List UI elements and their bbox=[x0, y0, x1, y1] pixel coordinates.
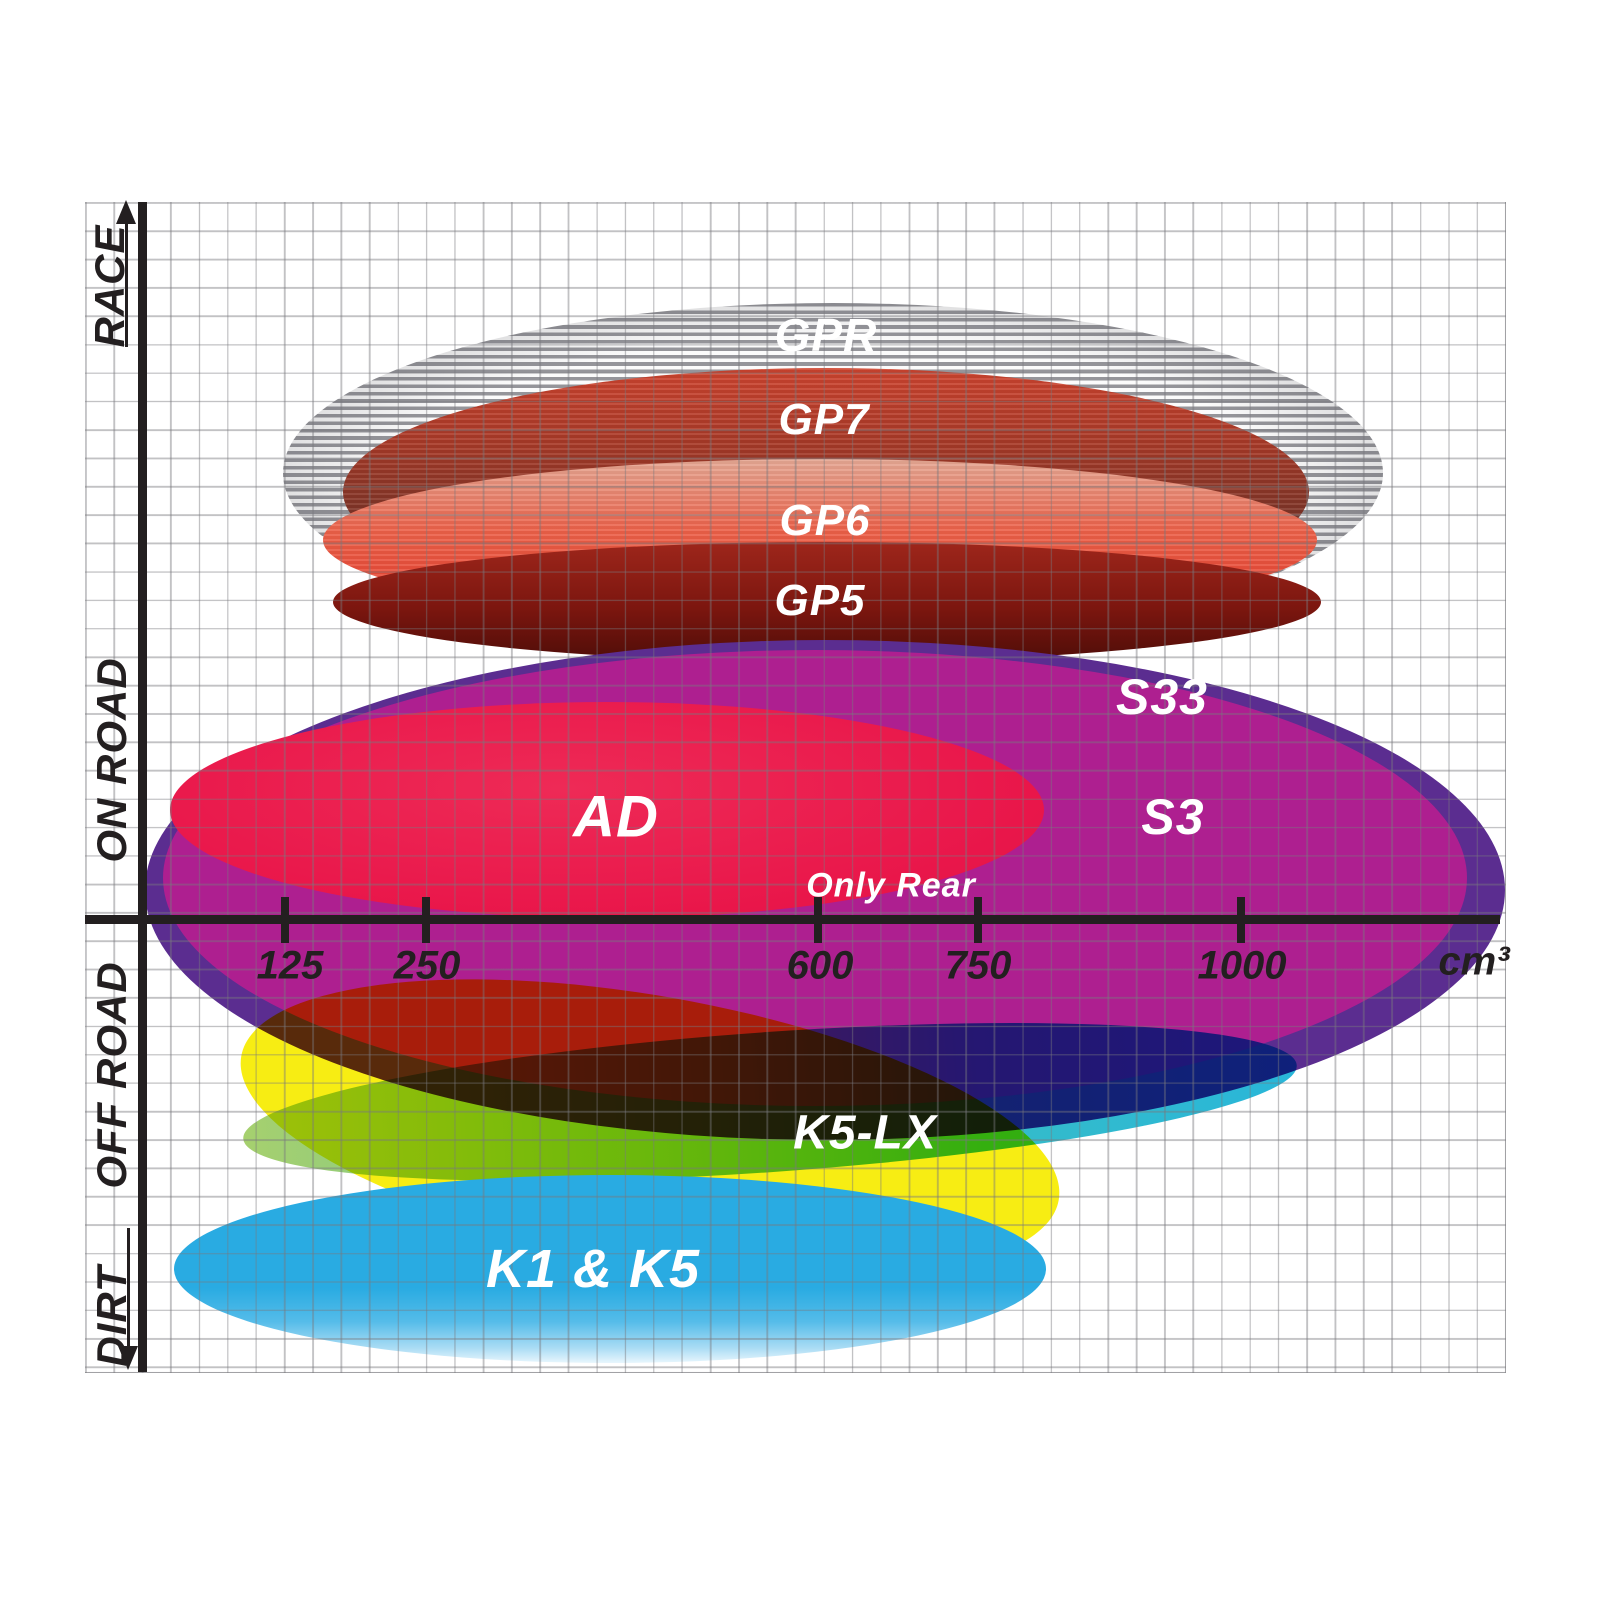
x-tick-label-250: 250 bbox=[393, 943, 461, 988]
label-ad: AD bbox=[573, 784, 659, 850]
race-arrow-line bbox=[125, 222, 128, 347]
label-gp7: GP7 bbox=[778, 395, 870, 444]
arrow-down-icon bbox=[118, 1346, 138, 1370]
ellipse-k1k5 bbox=[174, 1175, 1046, 1363]
x-axis-line bbox=[85, 915, 1500, 924]
x-tick-label-1000: 1000 bbox=[1197, 943, 1287, 988]
x-tick-1000 bbox=[1237, 897, 1245, 943]
label-k1k5: K1 & K5 bbox=[485, 1239, 701, 1299]
x-tick-125 bbox=[281, 897, 289, 943]
arrow-up-icon bbox=[116, 200, 136, 224]
y-band-label-on-road: ON ROAD bbox=[88, 657, 135, 863]
y-band-label-off-road: OFF ROAD bbox=[88, 961, 135, 1189]
x-tick-label-600: 600 bbox=[786, 943, 854, 988]
label-gp6: GP6 bbox=[779, 496, 871, 545]
label-s3: S3 bbox=[1141, 789, 1205, 845]
dirt-arrow-line bbox=[127, 1228, 130, 1348]
x-tick-750 bbox=[974, 897, 982, 943]
label-s33: S33 bbox=[1116, 669, 1208, 725]
label-only-rear: Only Rear bbox=[806, 866, 976, 905]
y-band-label-dirt: DIRT bbox=[88, 1265, 135, 1367]
ellipse-ad bbox=[170, 702, 1044, 918]
label-gp5: GP5 bbox=[774, 576, 866, 625]
x-axis-unit-label: cm³ bbox=[1438, 939, 1510, 984]
x-tick-label-750: 750 bbox=[944, 943, 1012, 988]
label-k5lx: K5-LX bbox=[793, 1106, 937, 1160]
y-axis-line bbox=[138, 202, 147, 1372]
x-tick-250 bbox=[422, 897, 430, 943]
label-gpr: GPR bbox=[774, 309, 878, 361]
x-tick-label-125: 125 bbox=[256, 943, 324, 988]
y-band-label-race: RACE bbox=[86, 224, 133, 348]
x-tick-600 bbox=[814, 897, 822, 943]
